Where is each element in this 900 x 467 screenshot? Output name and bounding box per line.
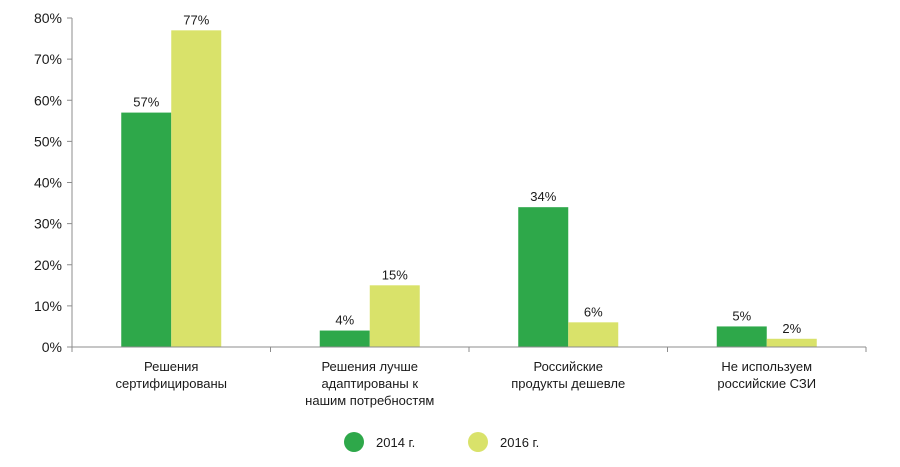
legend-marker [468, 432, 488, 452]
x-tick-label-line: нашим потребностям [305, 393, 434, 408]
y-tick-label: 20% [34, 257, 62, 273]
bar [171, 30, 222, 348]
x-tick-label-line: Российские [533, 359, 603, 374]
y-tick-label: 30% [34, 216, 62, 232]
y-tick-label: 50% [34, 133, 62, 149]
bar [518, 207, 569, 347]
x-tick-label-line: Не используем [721, 359, 812, 374]
data-label: 15% [382, 267, 408, 282]
x-tick-label-line: адаптированы к [321, 376, 418, 391]
x-tick-label: Российские продукты дешевле [511, 359, 625, 391]
legend-marker [344, 432, 364, 452]
data-label: 57% [133, 95, 159, 110]
data-label: 5% [732, 308, 751, 323]
legend: 2014 г. 2016 г. [344, 432, 539, 452]
x-axis: Решения сертифицированы Решения лучше адапт… [71, 346, 867, 408]
x-tick-label: Не используем российские СЗИ [717, 359, 816, 391]
bar [766, 338, 817, 347]
x-tick-label-line: продукты дешевле [511, 376, 625, 391]
x-tick-label-line: российские СЗИ [717, 376, 816, 391]
bar [716, 326, 767, 347]
data-label: 34% [530, 189, 556, 204]
x-tick-label-line: Решения [144, 359, 198, 374]
y-tick-label: 60% [34, 92, 62, 108]
bar [568, 322, 619, 347]
bars [121, 30, 817, 348]
y-axis: 0% 10% 20% 30% 40% 50% 60% 70% 80% [34, 10, 73, 355]
x-tick-label-line: Решения лучше [321, 359, 418, 374]
data-label: 4% [335, 313, 354, 328]
bar [121, 112, 172, 348]
data-labels: 57% 77% 4% 15% 34% 6% 5% 2% [133, 12, 801, 335]
data-label: 2% [782, 321, 801, 336]
x-tick-label: Решения сертифицированы [115, 359, 227, 391]
y-tick-label: 10% [34, 298, 62, 314]
x-tick-label: Решения лучше адаптированы к нашим потребн… [305, 359, 434, 408]
y-tick-label: 70% [34, 51, 62, 67]
data-label: 77% [183, 12, 209, 27]
legend-label: 2014 г. [376, 435, 415, 450]
y-tick-label: 40% [34, 175, 62, 191]
bar [319, 330, 370, 347]
x-tick-label-line: сертифицированы [115, 376, 227, 391]
bar [369, 285, 420, 347]
legend-label: 2016 г. [500, 435, 539, 450]
y-tick-label: 0% [42, 339, 62, 355]
data-label: 6% [584, 304, 603, 319]
y-tick-label: 80% [34, 10, 62, 26]
